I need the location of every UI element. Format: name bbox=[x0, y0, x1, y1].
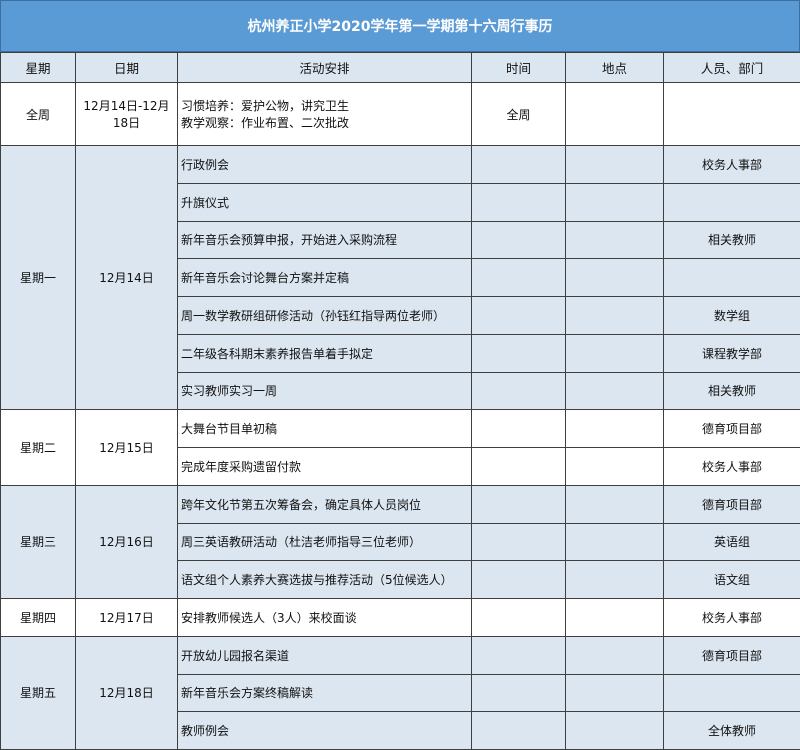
people-cell bbox=[664, 259, 800, 297]
calendar-title: 杭州养正小学2020学年第一学期第十六周行事历 bbox=[0, 0, 800, 52]
date-cell: 12月16日 bbox=[76, 485, 178, 598]
activity-cell: 跨年文化节第五次筹备会，确定具体人员岗位 bbox=[178, 485, 472, 523]
people-cell bbox=[664, 183, 800, 221]
time-cell bbox=[472, 636, 566, 674]
place-cell bbox=[566, 674, 664, 712]
people-cell: 相关教师 bbox=[664, 372, 800, 410]
activity-cell: 完成年度采购遗留付款 bbox=[178, 448, 472, 486]
place-cell bbox=[566, 221, 664, 259]
people-cell: 校务人事部 bbox=[664, 448, 800, 486]
people-cell: 课程教学部 bbox=[664, 334, 800, 372]
time-cell bbox=[472, 674, 566, 712]
place-cell bbox=[566, 561, 664, 599]
activity-cell: 周三英语教研活动（杜洁老师指导三位老师） bbox=[178, 523, 472, 561]
time-cell bbox=[472, 410, 566, 448]
header-row: 星期 日期 活动安排 时间 地点 人员、部门 bbox=[1, 53, 800, 83]
activity-cell: 安排教师候选人（3人）来校面谈 bbox=[178, 599, 472, 637]
time-cell bbox=[472, 561, 566, 599]
date-cell: 12月18日 bbox=[76, 636, 178, 749]
activity-cell: 周一数学教研组研修活动（孙钰红指导两位老师） bbox=[178, 297, 472, 335]
activity-cell: 行政例会 bbox=[178, 146, 472, 184]
time-cell bbox=[472, 297, 566, 335]
day-cell: 星期二 bbox=[1, 410, 76, 486]
activity-cell: 新年音乐会预算申报，开始进入采购流程 bbox=[178, 221, 472, 259]
header-people: 人员、部门 bbox=[664, 53, 800, 83]
place-cell bbox=[566, 146, 664, 184]
activity-cell: 语文组个人素养大赛选拔与推荐活动（5位候选人） bbox=[178, 561, 472, 599]
place-cell bbox=[566, 485, 664, 523]
people-cell bbox=[664, 674, 800, 712]
people-cell: 校务人事部 bbox=[664, 146, 800, 184]
place-cell bbox=[566, 523, 664, 561]
time-cell bbox=[472, 485, 566, 523]
time-cell bbox=[472, 712, 566, 750]
time-cell bbox=[472, 146, 566, 184]
time-cell bbox=[472, 599, 566, 637]
time-cell bbox=[472, 259, 566, 297]
people-cell: 德育项目部 bbox=[664, 410, 800, 448]
activity-cell: 新年音乐会方案终稿解读 bbox=[178, 674, 472, 712]
week-activity: 教学观察：作业布置、二次批改 bbox=[181, 114, 468, 131]
place-cell bbox=[566, 372, 664, 410]
date-cell: 12月15日 bbox=[76, 410, 178, 486]
activity-cell: 实习教师实习一周 bbox=[178, 372, 472, 410]
week-date: 12月14日-12月18日 bbox=[76, 83, 178, 146]
activity-cell: 教师例会 bbox=[178, 712, 472, 750]
people-cell: 英语组 bbox=[664, 523, 800, 561]
header-activity: 活动安排 bbox=[178, 53, 472, 83]
header-date: 日期 bbox=[76, 53, 178, 83]
day-cell: 星期三 bbox=[1, 485, 76, 598]
week-row: 全周 12月14日-12月18日 习惯培养：爱护公物，讲究卫生 教学观察：作业布… bbox=[1, 83, 800, 146]
place-cell bbox=[566, 410, 664, 448]
activity-cell: 开放幼儿园报名渠道 bbox=[178, 636, 472, 674]
week-activity: 习惯培养：爱护公物，讲究卫生 bbox=[181, 97, 468, 114]
activity-cell: 升旗仪式 bbox=[178, 183, 472, 221]
header-time: 时间 bbox=[472, 53, 566, 83]
time-cell bbox=[472, 334, 566, 372]
activity-cell: 大舞台节目单初稿 bbox=[178, 410, 472, 448]
day-cell: 星期五 bbox=[1, 636, 76, 749]
place-cell bbox=[566, 297, 664, 335]
time-cell bbox=[472, 448, 566, 486]
people-cell: 德育项目部 bbox=[664, 485, 800, 523]
place-cell bbox=[566, 183, 664, 221]
time-cell bbox=[472, 372, 566, 410]
place-cell bbox=[566, 636, 664, 674]
people-cell: 相关教师 bbox=[664, 221, 800, 259]
day-cell: 星期四 bbox=[1, 599, 76, 637]
header-place: 地点 bbox=[566, 53, 664, 83]
week-place bbox=[566, 83, 664, 146]
time-cell bbox=[472, 183, 566, 221]
week-day: 全周 bbox=[1, 83, 76, 146]
people-cell: 全体教师 bbox=[664, 712, 800, 750]
header-day: 星期 bbox=[1, 53, 76, 83]
people-cell: 语文组 bbox=[664, 561, 800, 599]
week-time: 全周 bbox=[472, 83, 566, 146]
week-people bbox=[664, 83, 800, 146]
schedule-table: 星期 日期 活动安排 时间 地点 人员、部门 全周 12月14日-12月18日 … bbox=[0, 52, 800, 750]
place-cell bbox=[566, 334, 664, 372]
place-cell bbox=[566, 599, 664, 637]
date-cell: 12月14日 bbox=[76, 146, 178, 410]
place-cell bbox=[566, 259, 664, 297]
place-cell bbox=[566, 712, 664, 750]
time-cell bbox=[472, 221, 566, 259]
date-cell: 12月17日 bbox=[76, 599, 178, 637]
activity-cell: 新年音乐会讨论舞台方案并定稿 bbox=[178, 259, 472, 297]
activity-cell: 二年级各科期末素养报告单着手拟定 bbox=[178, 334, 472, 372]
people-cell: 数学组 bbox=[664, 297, 800, 335]
people-cell: 校务人事部 bbox=[664, 599, 800, 637]
place-cell bbox=[566, 448, 664, 486]
time-cell bbox=[472, 523, 566, 561]
people-cell: 德育项目部 bbox=[664, 636, 800, 674]
day-cell: 星期一 bbox=[1, 146, 76, 410]
week-activities: 习惯培养：爱护公物，讲究卫生 教学观察：作业布置、二次批改 bbox=[178, 83, 472, 146]
